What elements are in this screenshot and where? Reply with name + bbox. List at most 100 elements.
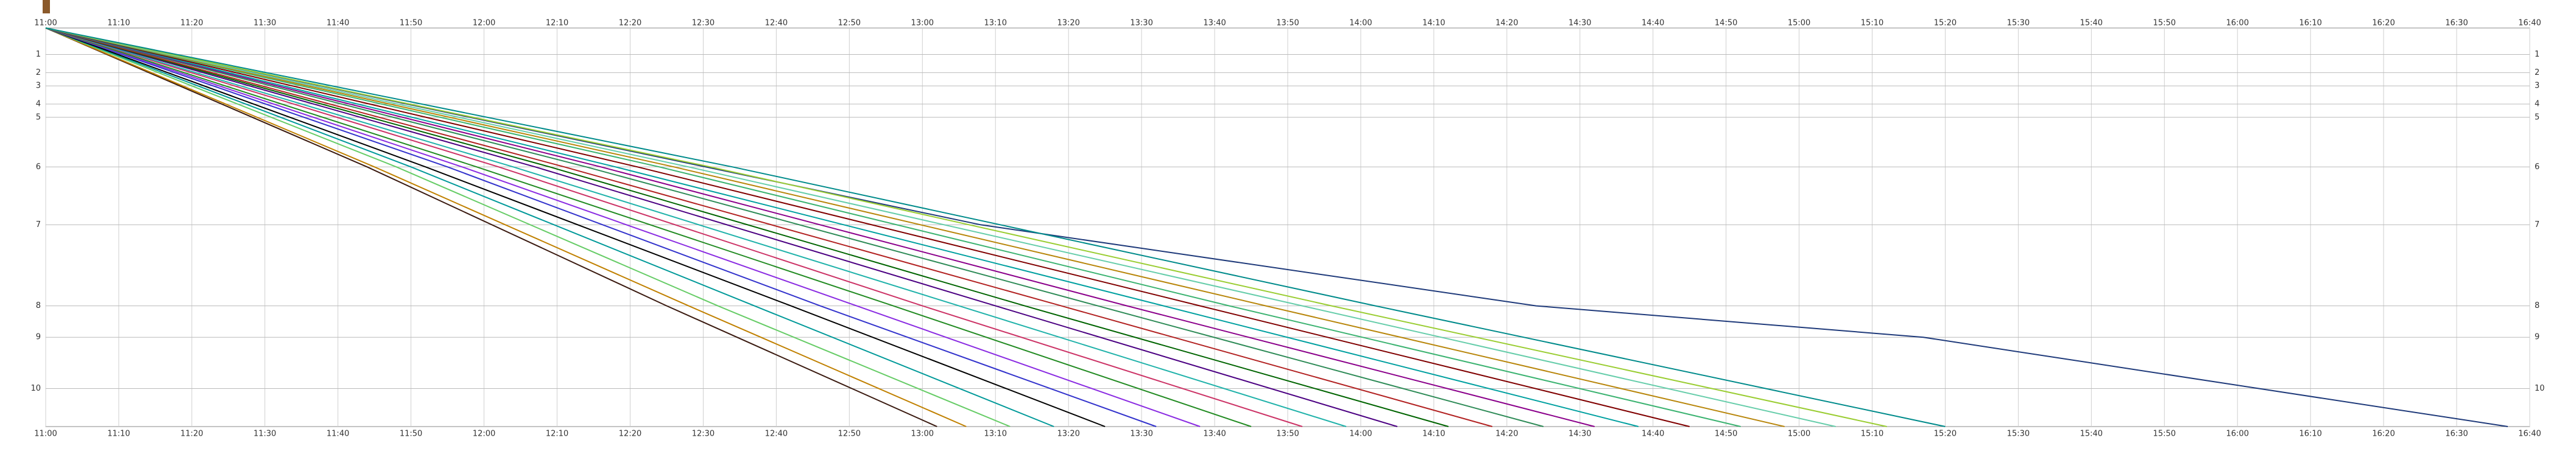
x-tick-label: 15:50 [2153, 430, 2176, 439]
x-tick-label: 12:40 [765, 19, 788, 28]
series-line [45, 27, 2508, 427]
x-tick-label: 13:20 [1057, 19, 1079, 28]
y-tick-label: 1 [2535, 50, 2539, 59]
series-line [45, 27, 1836, 427]
x-tick-label: 14:10 [1422, 430, 1445, 439]
y-tick-label: 8 [2535, 301, 2539, 310]
x-tick-label: 15:10 [1861, 430, 1883, 439]
series-line [45, 27, 937, 427]
series-line [45, 27, 1201, 427]
y-tick-label: 6 [36, 162, 41, 172]
x-tick-label: 12:00 [473, 19, 495, 28]
y-tick-label: 5 [36, 113, 41, 122]
series-line [45, 27, 1544, 427]
series-line [45, 27, 1398, 427]
series-line [45, 27, 967, 427]
y-tick-label: 9 [2535, 333, 2539, 342]
x-tick-label: 16:10 [2299, 19, 2321, 28]
series-line [45, 27, 1690, 427]
y-tick-label: 9 [36, 333, 41, 342]
x-tick-label: 14:20 [1495, 430, 1518, 439]
x-tick-label: 13:50 [1276, 19, 1299, 28]
x-tick-label: 13:20 [1057, 430, 1079, 439]
series-line [45, 27, 1449, 427]
y-tick-label: 2 [2535, 68, 2539, 77]
x-tick-label: 16:20 [2372, 430, 2394, 439]
series-line [45, 27, 1252, 427]
x-tick-label: 15:30 [2007, 19, 2030, 28]
x-tick-label: 12:10 [546, 19, 568, 28]
x-tick-label: 15:50 [2153, 19, 2176, 28]
x-tick-label: 16:10 [2299, 430, 2321, 439]
x-tick-label: 13:30 [1130, 19, 1152, 28]
x-tick-label: 13:10 [984, 430, 1007, 439]
series-line [45, 27, 1946, 427]
series-line [45, 27, 1347, 427]
y-tick-label: 6 [2535, 162, 2539, 172]
x-tick-label: 15:40 [2080, 430, 2103, 439]
x-tick-label: 16:00 [2226, 19, 2249, 28]
x-tick-label: 16:30 [2445, 19, 2468, 28]
series-line [45, 27, 1595, 427]
y-tick-label: 7 [2535, 220, 2539, 229]
y-tick-label: 3 [2535, 82, 2539, 91]
x-tick-label: 13:00 [911, 430, 934, 439]
x-tick-label: 15:00 [1788, 430, 1810, 439]
x-tick-label: 12:20 [619, 430, 641, 439]
x-tick-label: 14:50 [1715, 19, 1737, 28]
x-tick-label: 12:30 [692, 430, 715, 439]
x-tick-label: 13:40 [1203, 430, 1226, 439]
y-tick-label: 5 [2535, 113, 2539, 122]
x-tick-label: 14:40 [1642, 19, 1664, 28]
y-tick-label: 2 [36, 68, 41, 77]
x-tick-label: 13:30 [1130, 430, 1152, 439]
series-line [45, 27, 1639, 427]
x-tick-label: 13:50 [1276, 430, 1299, 439]
x-tick-label: 15:30 [2007, 430, 2030, 439]
x-tick-label: 12:50 [838, 430, 861, 439]
x-tick-label: 14:40 [1642, 430, 1664, 439]
x-tick-label: 14:20 [1495, 19, 1518, 28]
series-line [45, 27, 1785, 427]
y-tick-label: 3 [36, 82, 41, 91]
series-line [45, 27, 1887, 427]
x-tick-label: 15:00 [1788, 19, 1810, 28]
series-line [45, 27, 1011, 427]
x-tick-label: 12:10 [546, 430, 568, 439]
y-tick-label: 7 [36, 220, 41, 229]
series-line [45, 27, 1741, 427]
x-tick-label: 15:10 [1861, 19, 1883, 28]
x-tick-label: 16:30 [2445, 430, 2468, 439]
x-tick-label: 11:00 [34, 19, 57, 28]
x-tick-label: 14:00 [1349, 19, 1372, 28]
series-line [45, 27, 1303, 427]
x-tick-label: 16:40 [2518, 430, 2541, 439]
series-line [45, 27, 1157, 427]
x-tick-label: 12:50 [838, 19, 861, 28]
y-tick-label: 8 [36, 301, 41, 310]
y-tick-label: 10 [2535, 384, 2545, 393]
y-tick-label: 4 [36, 100, 41, 109]
x-tick-label: 16:00 [2226, 430, 2249, 439]
x-tick-label: 14:00 [1349, 430, 1372, 439]
x-tick-label: 14:30 [1569, 19, 1591, 28]
x-tick-label: 14:10 [1422, 19, 1445, 28]
x-tick-label: 11:40 [326, 430, 349, 439]
x-tick-label: 11:30 [253, 430, 276, 439]
y-tick-label: 1 [36, 50, 41, 59]
x-tick-label: 11:10 [107, 430, 130, 439]
x-tick-label: 11:20 [180, 430, 203, 439]
x-tick-label: 13:00 [911, 19, 934, 28]
x-tick-label: 15:20 [1934, 430, 1957, 439]
x-tick-label: 15:20 [1934, 19, 1957, 28]
y-tick-label: 10 [30, 384, 41, 393]
series-line [45, 27, 1493, 427]
icon [43, 0, 50, 13]
x-tick-label: 12:40 [765, 430, 788, 439]
x-tick-label: 13:10 [984, 19, 1007, 28]
x-tick-label: 15:40 [2080, 19, 2103, 28]
x-tick-label: 11:20 [180, 19, 203, 28]
x-tick-label: 16:40 [2518, 19, 2541, 28]
